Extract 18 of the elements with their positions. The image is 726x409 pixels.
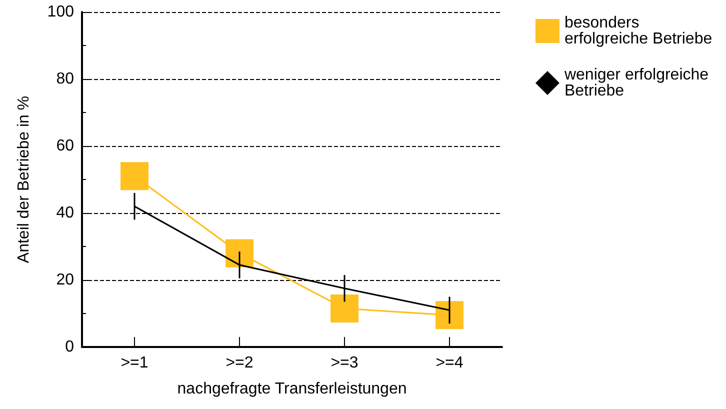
y-tick-label: 20 xyxy=(56,272,74,288)
y-tick-label: 100 xyxy=(47,4,74,20)
y-tick-label: 60 xyxy=(56,138,74,154)
point xyxy=(120,162,148,190)
y-axis-title: Anteil der Betriebe in % xyxy=(16,96,32,264)
y-tick-label: 0 xyxy=(65,338,74,356)
x-tick-label: >=2 xyxy=(226,354,254,372)
point xyxy=(330,294,358,322)
x-tick-label: >=3 xyxy=(330,354,358,372)
point xyxy=(226,239,254,268)
x-tick-label: >=1 xyxy=(120,354,148,372)
x-tick-label: >=4 xyxy=(436,354,464,372)
point xyxy=(436,301,464,330)
x-axis-title: nachgefragte Transferleistungen xyxy=(177,380,407,398)
y-tick-label: 40 xyxy=(56,204,74,222)
y-tick-label: 80 xyxy=(56,70,74,88)
legend-label: besonders erfolgreiche Betriebe xyxy=(564,14,712,48)
legend-label: weniger erfolgreiche Betriebe xyxy=(563,66,714,100)
